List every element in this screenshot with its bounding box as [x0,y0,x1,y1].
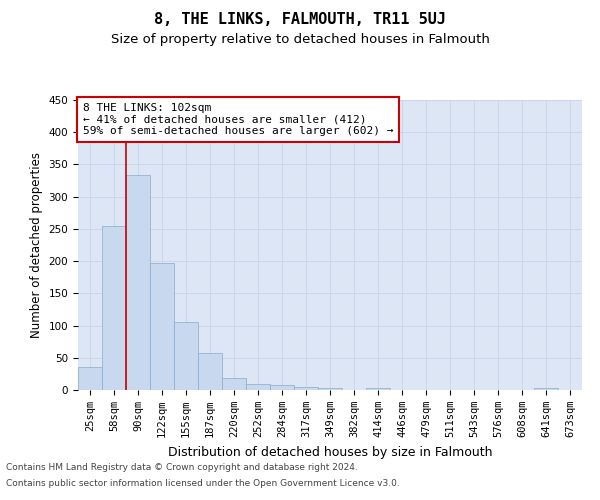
Text: Contains public sector information licensed under the Open Government Licence v3: Contains public sector information licen… [6,478,400,488]
Bar [318,388,342,390]
Bar [126,176,150,390]
Bar [246,384,270,390]
Y-axis label: Number of detached properties: Number of detached properties [30,152,43,338]
Bar [222,378,246,390]
Text: Size of property relative to detached houses in Falmouth: Size of property relative to detached ho… [110,32,490,46]
Bar [150,263,174,390]
Bar [174,322,198,390]
X-axis label: Distribution of detached houses by size in Falmouth: Distribution of detached houses by size … [168,446,492,458]
Bar [198,354,222,390]
Text: Contains HM Land Registry data © Crown copyright and database right 2024.: Contains HM Land Registry data © Crown c… [6,464,358,472]
Bar [294,387,318,390]
Text: 8 THE LINKS: 102sqm
← 41% of detached houses are smaller (412)
59% of semi-detac: 8 THE LINKS: 102sqm ← 41% of detached ho… [83,103,394,136]
Bar [366,388,390,390]
Bar [78,368,102,390]
Bar [270,386,294,390]
Bar [102,226,126,390]
Bar [534,388,558,390]
Text: 8, THE LINKS, FALMOUTH, TR11 5UJ: 8, THE LINKS, FALMOUTH, TR11 5UJ [154,12,446,28]
